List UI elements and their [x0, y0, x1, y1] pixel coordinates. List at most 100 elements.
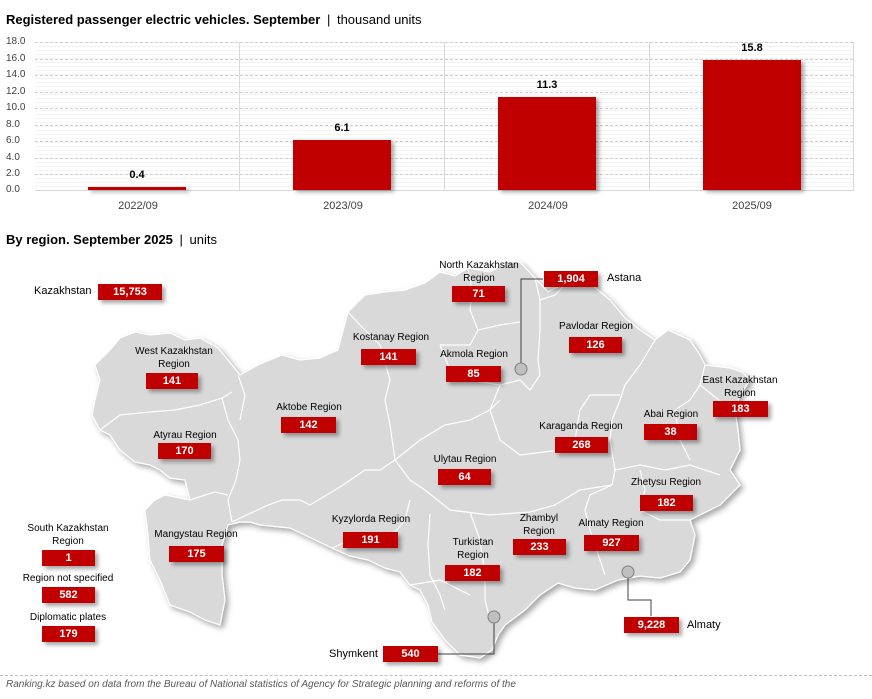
x-tick: 2024/09: [528, 200, 568, 212]
chart-title-separator: |: [326, 12, 331, 27]
map-title-unit: units: [189, 232, 218, 247]
y-tick: 18.0: [6, 36, 26, 47]
region-label-zhambyl: Zhambyl Region: [489, 512, 589, 538]
x-tick: 2022/09: [118, 200, 158, 212]
bar-value-label: 6.1: [334, 122, 350, 134]
value-almaty: 9,228: [624, 617, 679, 633]
y-tick: 10.0: [6, 102, 26, 113]
map-title: By region. September 2025 | units: [6, 232, 217, 247]
region-label-karaganda: Karaganda Region: [539, 421, 623, 432]
almaty-marker: [621, 565, 635, 579]
chart-title-unit: thousand units: [336, 12, 422, 27]
region-name: West Kazakhstan: [135, 346, 213, 357]
value-diplomatic-plates: 179: [42, 626, 95, 642]
astana-marker: [514, 362, 528, 376]
y-tick: 4.0: [6, 151, 20, 163]
region-label-pavlodar: Pavlodar Region: [559, 321, 633, 332]
x-tick: 2023/09: [323, 200, 363, 212]
y-tick: 8.0: [6, 118, 20, 130]
region-label-kostanay: Kostanay Region: [352, 332, 430, 343]
region-name: Region: [724, 388, 756, 399]
bar-2023: [293, 140, 391, 190]
value-zhambyl: 233: [513, 539, 566, 555]
region-label-ulytau: Ulytau Region: [433, 454, 497, 465]
x-tick: 2025/09: [732, 200, 772, 212]
value-west-kazakhstan: 141: [146, 373, 198, 389]
value-zhetysu: 182: [640, 495, 693, 511]
region-name: Region: [52, 536, 84, 547]
region-name: East Kazakhstan: [702, 375, 778, 386]
y-tick: 14.0: [6, 69, 26, 80]
total-label: Kazakhstan: [34, 285, 92, 297]
region-label-east-kazakhstan: East Kazakhstan Region: [690, 374, 790, 400]
value-ulytau: 64: [438, 469, 491, 485]
value-atyrau: 170: [158, 443, 211, 459]
country-outline: [91, 261, 751, 659]
region-name: Region: [158, 359, 190, 370]
value-east-kazakhstan: 183: [713, 401, 768, 417]
leader-lines: [437, 278, 652, 655]
region-name: Region: [523, 526, 555, 537]
city-label-astana: Astana: [607, 272, 642, 284]
value-abai: 38: [644, 424, 697, 440]
kazakhstan-map: Kazakhstan 15,753 West Kazakhstan Region…: [0, 250, 872, 670]
bar-2024: [498, 97, 596, 190]
total-value: 15,753: [98, 284, 162, 300]
chart-title: Registered passenger electric vehicles. …: [6, 12, 422, 27]
value-aktobe: 142: [281, 417, 336, 433]
region-label-north-kazakhstan: North Kazakhstan Region: [429, 259, 529, 285]
region-name: Zhambyl: [519, 513, 559, 524]
value-pavlodar: 126: [569, 337, 622, 353]
plot-area: 0.4 6.1 11.3 15.8: [35, 42, 854, 191]
bar-chart: 18.0 16.0 14.0 12.0 10.0 8.0 6.0 4.0 2.0…: [0, 30, 872, 220]
region-label-west-kazakhstan: West Kazakhstan Region: [124, 345, 224, 371]
region-name: Turkistan: [452, 537, 494, 548]
region-label-abai: Abai Region: [643, 409, 699, 420]
region-label-mangystau: Mangystau Region: [154, 529, 238, 540]
value-south-kazakhstan: 1: [42, 550, 95, 566]
value-akmola: 85: [446, 366, 501, 382]
value-region-not-specified: 582: [42, 587, 95, 603]
bar-2025: [703, 60, 801, 190]
region-label-turkistan: Turkistan Region: [423, 536, 523, 562]
value-kostanay: 141: [361, 349, 416, 365]
y-tick: 12.0: [6, 85, 26, 97]
region-label-zhetysu: Zhetysu Region: [630, 477, 702, 488]
bar-value-label: 0.4: [129, 169, 145, 181]
value-turkistan: 182: [445, 565, 500, 581]
value-shymkent: 540: [383, 646, 438, 662]
city-label-shymkent: Shymkent: [329, 648, 378, 660]
y-tick: 0.0: [6, 184, 20, 195]
y-tick: 16.0: [6, 52, 26, 64]
shymkent-marker: [487, 610, 501, 624]
category-divider: [239, 42, 240, 190]
bar-2022: [88, 187, 186, 190]
value-mangystau: 175: [169, 546, 224, 562]
label-region-not-specified: Region not specified: [22, 573, 114, 584]
city-label-almaty: Almaty: [687, 619, 721, 631]
value-astana: 1,904: [544, 271, 598, 287]
chart-title-main: Registered passenger electric vehicles. …: [6, 12, 321, 27]
bar-value-label: 15.8: [741, 42, 763, 54]
region-label-almaty-region: Almaty Region: [578, 518, 644, 529]
map-title-separator: |: [179, 232, 183, 247]
map-title-main: By region. September 2025: [6, 232, 173, 247]
value-karaganda: 268: [555, 437, 608, 453]
bar-value-label: 11.3: [536, 79, 558, 91]
value-almaty-region: 927: [584, 535, 639, 551]
category-divider: [444, 42, 445, 190]
region-label-atyrau: Atyrau Region: [153, 430, 217, 441]
y-tick: 6.0: [6, 135, 20, 146]
region-name: Region: [457, 550, 489, 561]
value-kyzylorda: 191: [343, 532, 398, 548]
category-divider: [649, 42, 650, 190]
region-name: South Kazakhstan: [27, 523, 109, 534]
y-tick: 2.0: [6, 168, 20, 179]
label-south-kazakhstan: South Kazakhstan Region: [18, 522, 118, 548]
region-label-akmola: Akmola Region: [440, 349, 508, 360]
region-name: Region: [463, 273, 495, 284]
footer-divider: [0, 675, 872, 676]
label-diplomatic-plates: Diplomatic plates: [29, 612, 107, 623]
map-shape: [91, 261, 751, 659]
value-north-kazakhstan: 71: [452, 286, 505, 302]
